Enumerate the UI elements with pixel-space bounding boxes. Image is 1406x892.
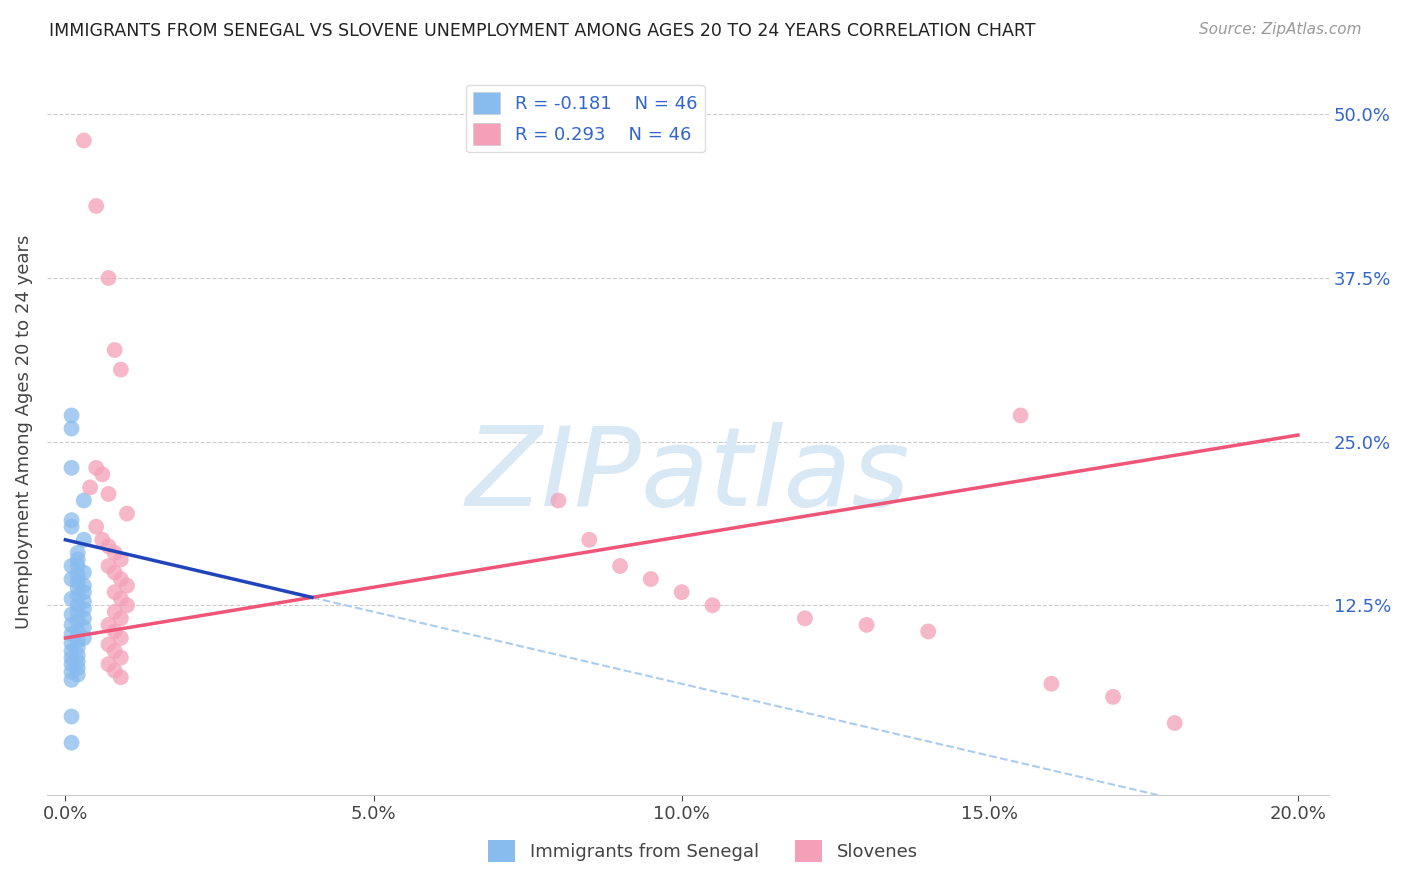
Point: [66, 648, 89, 662]
Point: [60, 673, 83, 687]
Point: [104, 624, 127, 639]
Point: [97, 618, 120, 632]
Point: [60, 644, 83, 658]
Point: [60, 591, 83, 606]
Point: [702, 599, 724, 613]
Point: [73, 493, 96, 508]
Point: [547, 493, 569, 508]
Point: [84, 199, 107, 213]
Point: [66, 661, 89, 675]
Point: [66, 624, 89, 639]
Legend: R = -0.181    N = 46, R = 0.293    N = 46: R = -0.181 N = 46, R = 0.293 N = 46: [465, 85, 704, 153]
Point: [104, 566, 127, 580]
Point: [115, 579, 138, 593]
Point: [1163, 716, 1185, 731]
Point: [115, 599, 138, 613]
Point: [97, 657, 120, 672]
Point: [60, 665, 83, 679]
Point: [97, 638, 120, 652]
Point: [60, 650, 83, 665]
Point: [73, 134, 96, 148]
Point: [79, 480, 101, 494]
Point: [66, 614, 89, 628]
Point: [66, 667, 89, 681]
Point: [91, 467, 114, 482]
Point: [60, 421, 83, 435]
Point: [60, 409, 83, 423]
Text: ZIPatlas: ZIPatlas: [465, 422, 910, 529]
Point: [66, 558, 89, 573]
Point: [60, 618, 83, 632]
Point: [60, 709, 83, 723]
Point: [110, 362, 132, 376]
Point: [60, 627, 83, 641]
Point: [578, 533, 600, 547]
Point: [97, 558, 120, 573]
Point: [1040, 677, 1063, 691]
Point: [104, 343, 127, 357]
Point: [60, 736, 83, 750]
Point: [60, 572, 83, 586]
Point: [115, 507, 138, 521]
Point: [97, 487, 120, 501]
Point: [110, 552, 132, 566]
Point: [66, 568, 89, 582]
Point: [66, 605, 89, 619]
Legend: Immigrants from Senegal, Slovenes: Immigrants from Senegal, Slovenes: [481, 833, 925, 870]
Point: [66, 599, 89, 613]
Point: [97, 539, 120, 553]
Point: [97, 271, 120, 285]
Point: [110, 670, 132, 684]
Point: [66, 640, 89, 654]
Point: [66, 633, 89, 648]
Point: [60, 513, 83, 527]
Point: [1010, 409, 1032, 423]
Point: [73, 566, 96, 580]
Point: [73, 611, 96, 625]
Point: [1102, 690, 1125, 704]
Point: [66, 581, 89, 595]
Point: [104, 664, 127, 678]
Y-axis label: Unemployment Among Ages 20 to 24 years: Unemployment Among Ages 20 to 24 years: [15, 235, 32, 629]
Point: [917, 624, 939, 639]
Point: [60, 519, 83, 533]
Point: [671, 585, 693, 599]
Point: [793, 611, 815, 625]
Point: [110, 591, 132, 606]
Point: [66, 574, 89, 589]
Point: [640, 572, 662, 586]
Text: IMMIGRANTS FROM SENEGAL VS SLOVENE UNEMPLOYMENT AMONG AGES 20 TO 24 YEARS CORREL: IMMIGRANTS FROM SENEGAL VS SLOVENE UNEMP…: [49, 22, 1036, 40]
Point: [73, 585, 96, 599]
Point: [73, 594, 96, 608]
Point: [60, 558, 83, 573]
Point: [66, 546, 89, 560]
Point: [91, 533, 114, 547]
Point: [104, 644, 127, 658]
Point: [104, 605, 127, 619]
Point: [60, 460, 83, 475]
Point: [73, 631, 96, 645]
Point: [66, 589, 89, 603]
Point: [66, 655, 89, 669]
Point: [73, 602, 96, 616]
Point: [84, 460, 107, 475]
Point: [104, 585, 127, 599]
Point: [609, 558, 631, 573]
Point: [60, 607, 83, 622]
Point: [110, 611, 132, 625]
Point: [73, 579, 96, 593]
Text: Source: ZipAtlas.com: Source: ZipAtlas.com: [1198, 22, 1361, 37]
Point: [73, 533, 96, 547]
Point: [110, 572, 132, 586]
Point: [110, 650, 132, 665]
Point: [84, 519, 107, 533]
Point: [66, 552, 89, 566]
Point: [60, 657, 83, 672]
Point: [60, 636, 83, 650]
Point: [104, 546, 127, 560]
Point: [855, 618, 877, 632]
Point: [110, 631, 132, 645]
Point: [73, 620, 96, 634]
